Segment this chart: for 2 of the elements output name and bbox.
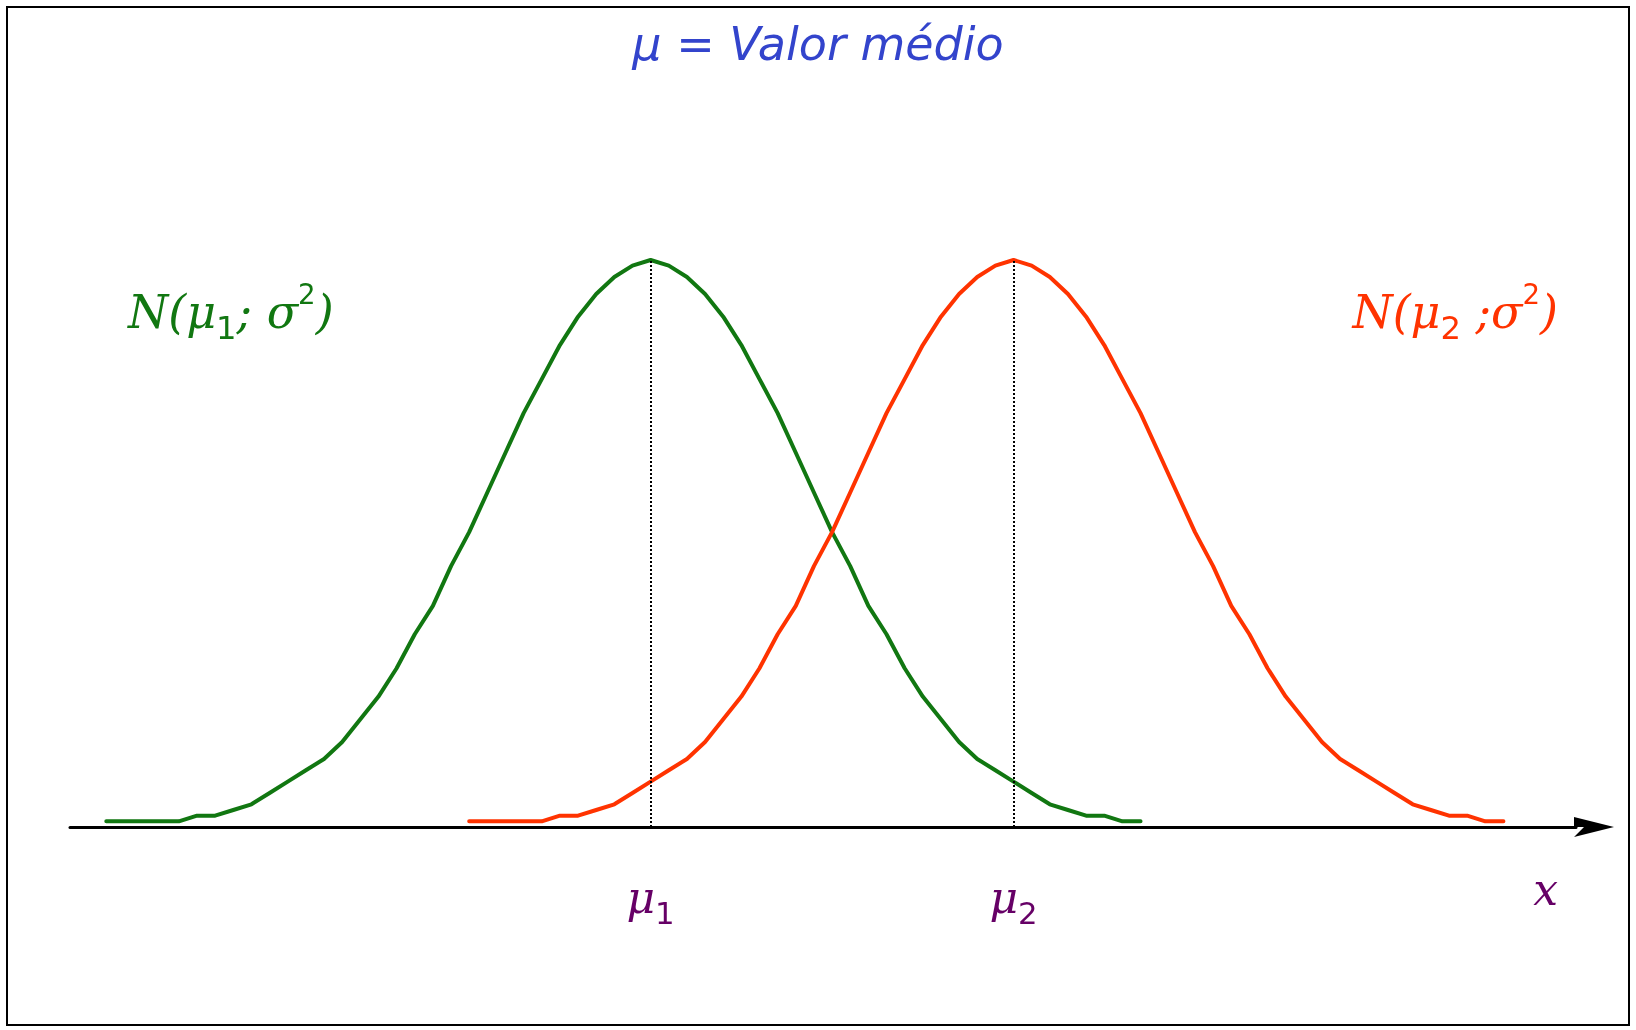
chart-title: μ = Valor médio — [631, 17, 1004, 71]
x-axis-title: x — [1533, 864, 1559, 916]
